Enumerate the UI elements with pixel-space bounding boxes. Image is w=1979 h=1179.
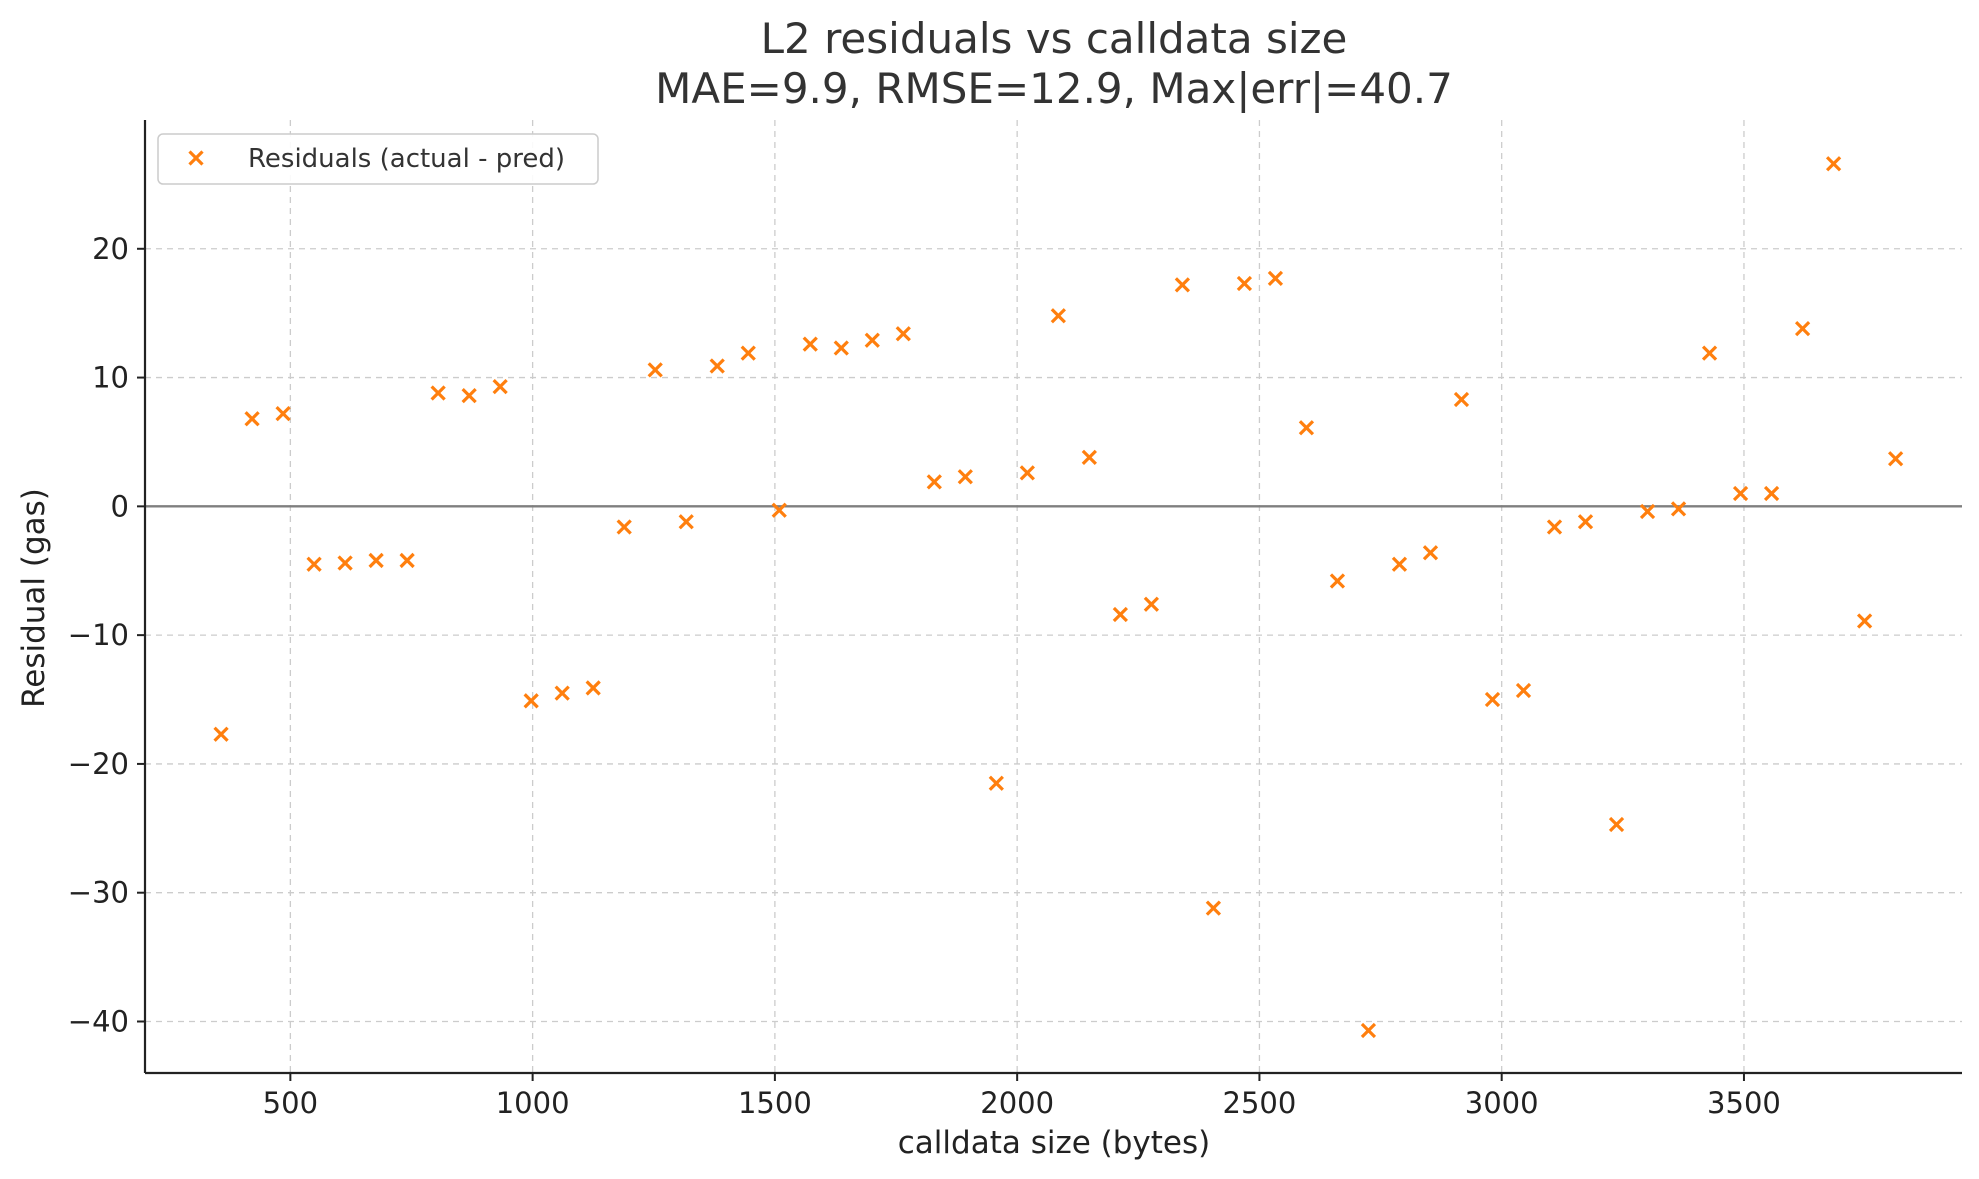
data-point: [368, 552, 384, 569]
y-axis-label: Residual (gas): [16, 488, 52, 708]
data-point: [1701, 345, 1718, 361]
data-point: [461, 387, 477, 404]
data-point: [1515, 682, 1532, 699]
data-point: [306, 556, 322, 572]
data-point: [275, 405, 291, 422]
data-point: [802, 336, 818, 352]
x-tick-label: 500: [263, 1086, 318, 1120]
data-point: [1143, 596, 1160, 612]
data-point: [1794, 320, 1811, 337]
data-point: [926, 474, 942, 490]
data-point: [1732, 485, 1749, 502]
chart-title: L2 residuals vs calldata size: [761, 14, 1348, 63]
data-point: [492, 378, 508, 395]
x-tick-label: 2000: [980, 1086, 1054, 1120]
y-tick-label: 0: [111, 489, 129, 523]
data-point: [1670, 501, 1687, 517]
data-point: [1360, 1022, 1377, 1039]
data-point: [1825, 156, 1842, 172]
data-point: [1050, 308, 1066, 324]
y-tick-label: 10: [92, 361, 129, 395]
x-tick-label: 2500: [1223, 1086, 1297, 1120]
data-point: [740, 345, 756, 361]
chart-subtitle: MAE=9.9, RMSE=12.9, Max|err|=40.7: [655, 64, 1453, 113]
data-point: [1639, 503, 1656, 520]
data-point: [1608, 816, 1625, 833]
data-point: [678, 514, 694, 530]
x-axis-label: calldata size (bytes): [898, 1125, 1211, 1161]
data-point: [1112, 606, 1128, 623]
data-point: [1546, 519, 1563, 535]
grid: [145, 120, 1962, 1073]
data-point: [957, 469, 973, 485]
x-tick-label: 1500: [738, 1086, 812, 1120]
data-point: [833, 340, 849, 356]
data-point: [1484, 691, 1501, 708]
data-point: [709, 358, 725, 374]
data-point: [399, 552, 415, 569]
data-point: [1763, 485, 1780, 502]
data-point: [1887, 451, 1904, 467]
data-point: [244, 411, 260, 427]
data-point: [1453, 391, 1470, 408]
y-tick-label: −20: [68, 747, 129, 781]
x-tick-label: 1000: [496, 1086, 570, 1120]
data-point: [337, 555, 353, 571]
x-tick-label: 3000: [1465, 1086, 1539, 1120]
data-point: [1174, 277, 1191, 293]
data-point: [430, 385, 446, 401]
data-point: [1391, 556, 1408, 572]
x-tick-label: 3500: [1707, 1086, 1781, 1120]
y-tick-label: −10: [68, 618, 129, 652]
data-point: [1205, 900, 1222, 916]
data-point: [1019, 465, 1035, 481]
legend-marker-x-icon: [188, 150, 204, 166]
data-point: [647, 362, 663, 378]
y-tick-label: −30: [68, 876, 129, 910]
data-point: [1081, 449, 1097, 466]
y-tick-label: 20: [92, 232, 129, 266]
legend-box: [157, 133, 599, 185]
data-point: [1856, 613, 1873, 629]
axes-spines: [143, 120, 1962, 1075]
data-point: [988, 775, 1004, 791]
data-point: [1236, 275, 1253, 292]
data-points: [213, 156, 1904, 1039]
data-point: [616, 519, 632, 535]
legend-marker: [188, 150, 204, 166]
data-point: [1329, 573, 1346, 589]
data-point: [213, 726, 229, 742]
legend: Residuals (actual - pred): [157, 133, 599, 185]
data-point: [771, 502, 787, 518]
axis-ticks: 500 1000 1500 2000 2500 3000 3500 −40 −30 −20 −10 0…: [68, 232, 1781, 1120]
data-point: [1422, 545, 1439, 561]
data-point: [1267, 270, 1284, 287]
data-point: [864, 332, 880, 348]
data-point: [523, 693, 539, 709]
data-point: [1577, 514, 1594, 530]
data-point: [895, 326, 911, 342]
y-tick-label: −40: [68, 1004, 129, 1038]
data-point: [1298, 420, 1315, 436]
data-point: [554, 685, 570, 701]
data-point: [585, 680, 601, 696]
legend-label: Residuals (actual - pred): [248, 144, 565, 174]
